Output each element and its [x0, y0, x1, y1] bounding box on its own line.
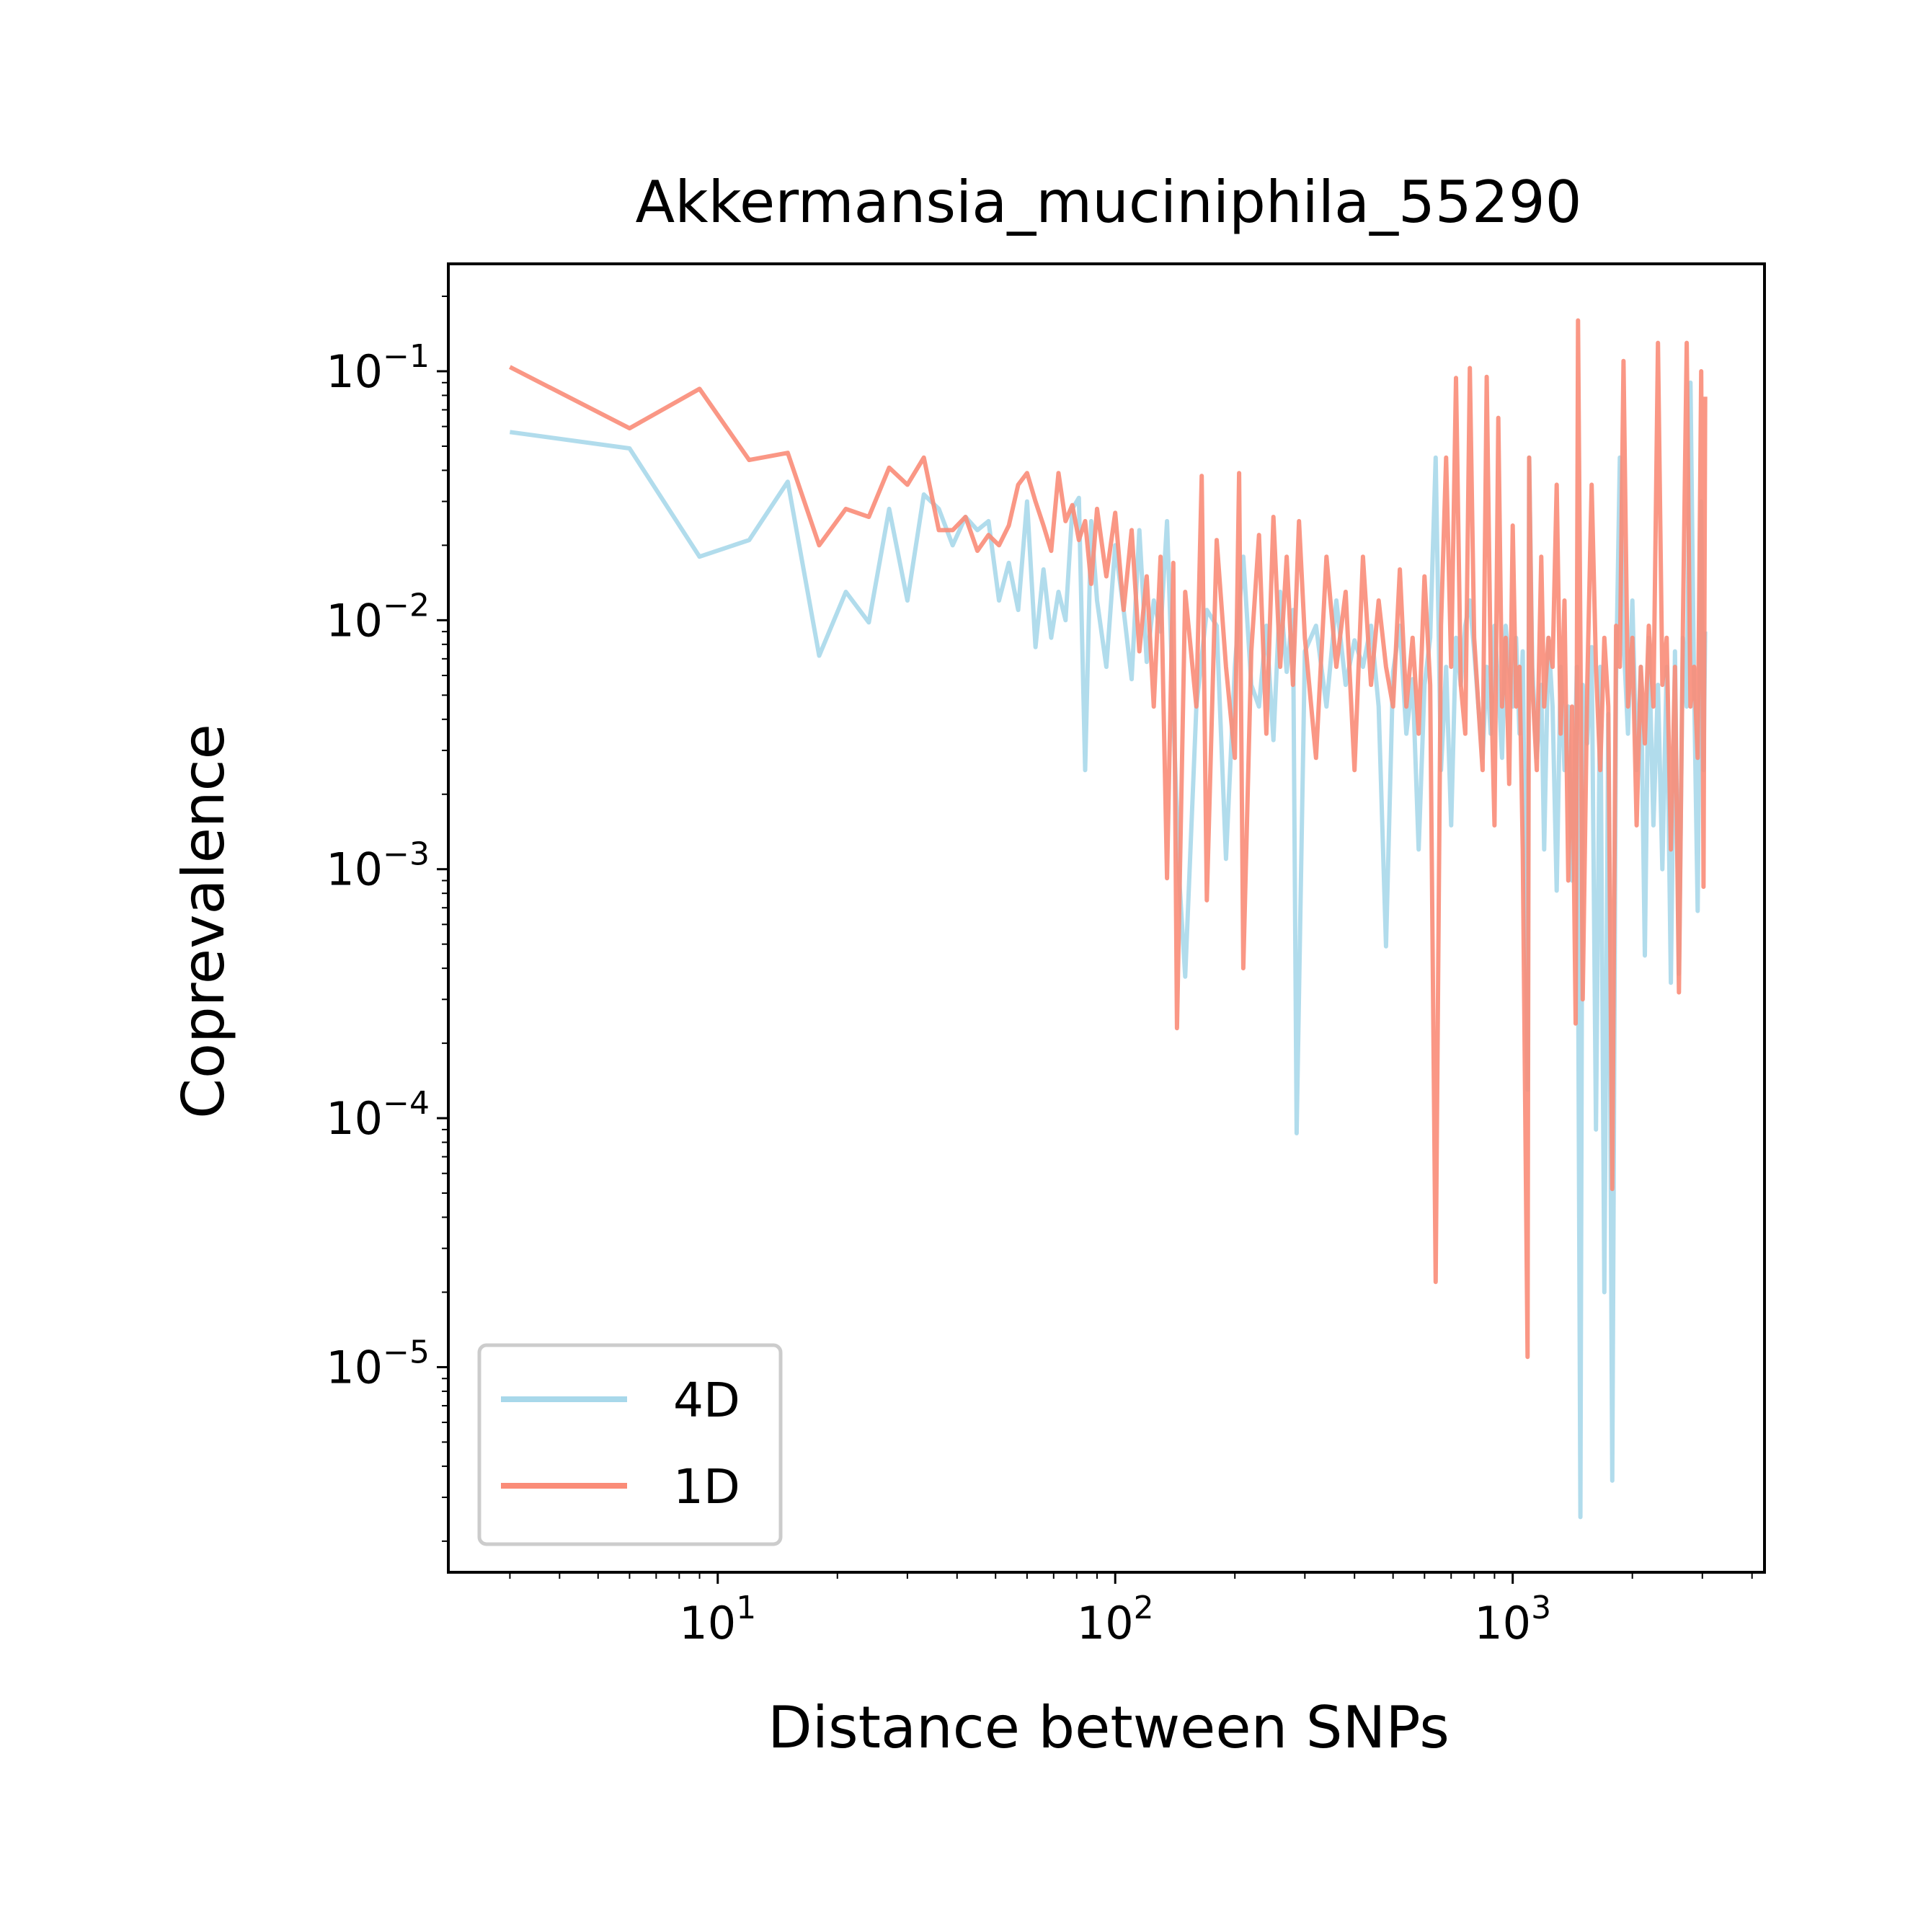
x-tick-label: 102: [1077, 1590, 1154, 1649]
y-tick-label: 10−2: [326, 587, 430, 647]
x-axis-label: Distance between SNPs: [768, 1694, 1450, 1761]
series-layer: [509, 318, 1708, 1520]
y-tick-label: 10−5: [326, 1334, 430, 1393]
series-line-1d: [509, 318, 1708, 1360]
y-tick-label: 10−3: [326, 836, 430, 896]
y-tick-label: 10−1: [326, 338, 430, 398]
plot-frame: [447, 262, 1766, 1574]
legend-label-1d: 1D: [673, 1459, 740, 1515]
y-axis: 10−1 10−2 10−3 10−4 10−5: [326, 296, 448, 1542]
legend-label-4d: 4D: [673, 1373, 740, 1428]
x-tick-label: 101: [679, 1590, 756, 1649]
y-tick-label: 10−4: [326, 1085, 430, 1145]
legend-box: [477, 1343, 783, 1546]
chart-title: Akkermansia_muciniphila_55290: [635, 169, 1581, 236]
x-tick-label: 103: [1474, 1590, 1551, 1649]
legend: 4D 1D: [477, 1343, 783, 1546]
x-axis: 101 102 103: [509, 1572, 1753, 1649]
y-axis-label: Coprevalence: [170, 724, 237, 1119]
